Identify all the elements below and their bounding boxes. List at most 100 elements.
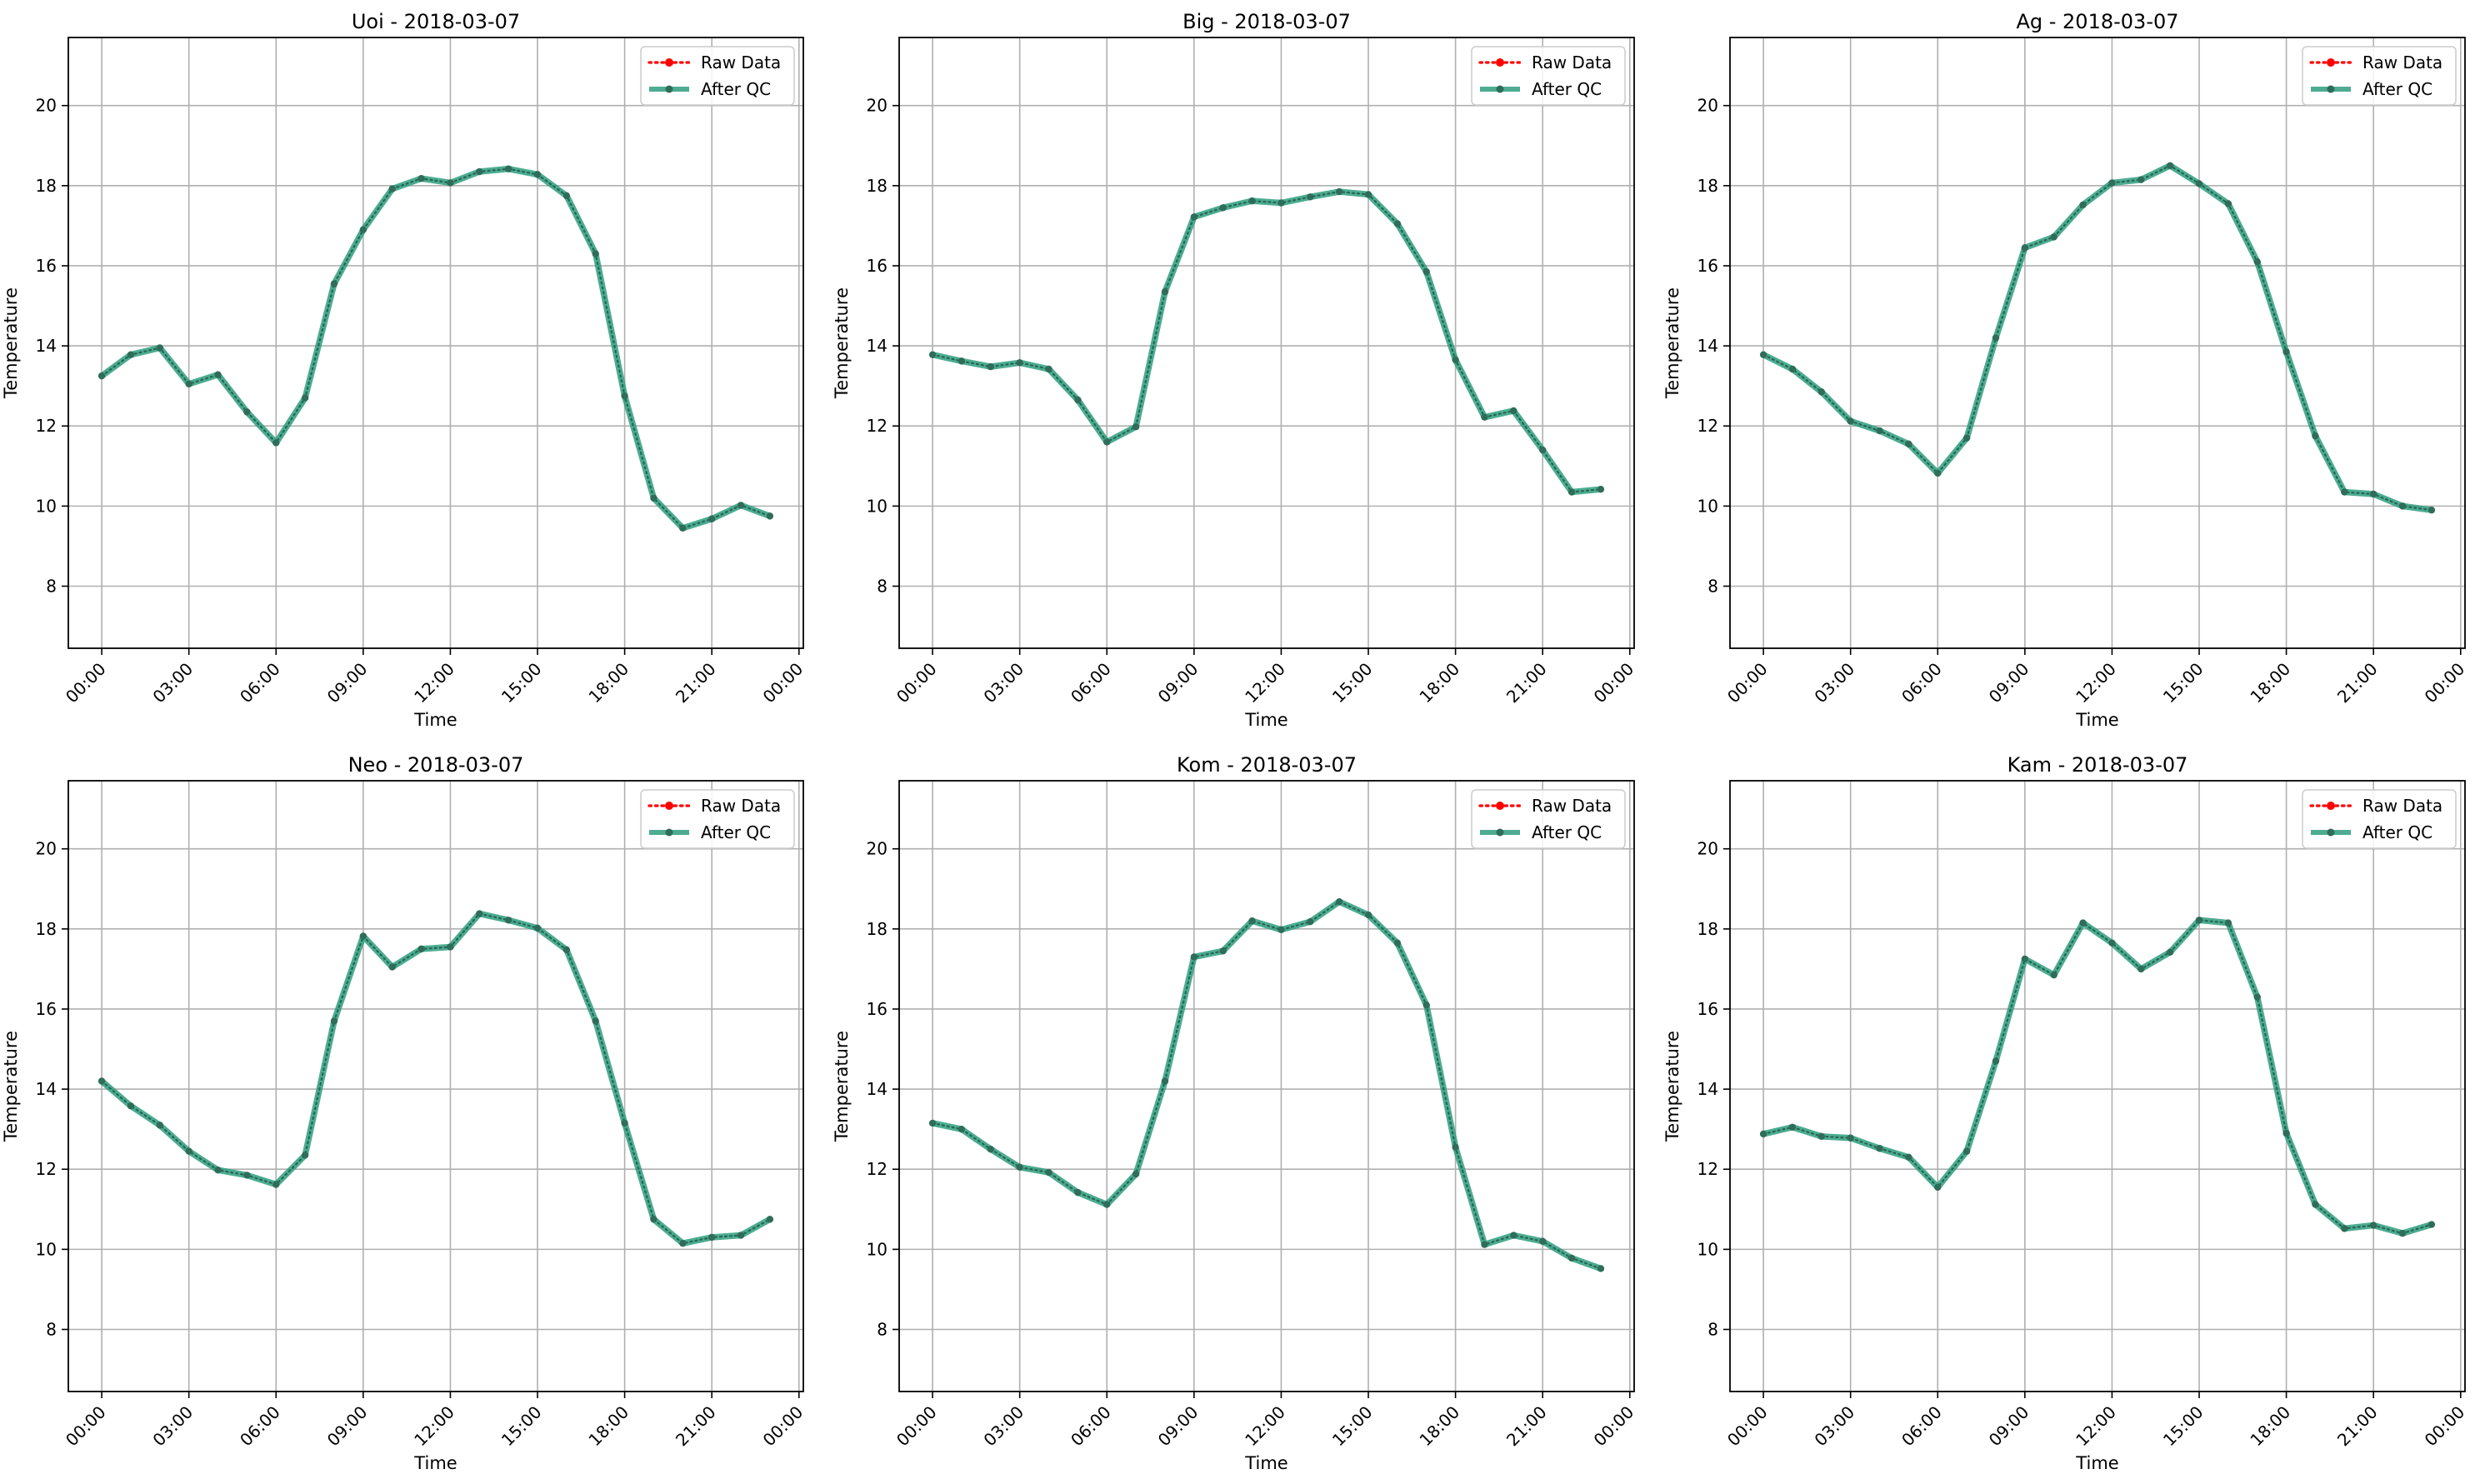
- data-point: [1016, 1163, 1023, 1172]
- data-point: [272, 1181, 280, 1188]
- data-point: [2050, 233, 2058, 241]
- data-point: [562, 192, 571, 200]
- data-point: [1788, 1123, 1797, 1131]
- x-tick-label: 18:00: [584, 1402, 632, 1451]
- data-point: [2253, 257, 2261, 266]
- x-tick-label: 21:00: [1502, 659, 1551, 707]
- subplot-1: Uoi - 2018-03-07 00:00 03:00 06:00 09:00 12:0…: [1, 10, 807, 730]
- data-point: [2428, 1221, 2436, 1228]
- data-point: [958, 1125, 966, 1133]
- x-tick-label: 12:00: [2072, 1402, 2120, 1451]
- data-point: [1568, 1254, 1576, 1262]
- data-point: [650, 494, 658, 502]
- axes-frame: [68, 780, 804, 1392]
- y-tick-label: 14: [867, 336, 888, 356]
- data-point: [737, 1232, 745, 1239]
- data-point: [476, 167, 483, 176]
- legend-marker-after-qc: [1496, 828, 1504, 837]
- subplot-title: Kam - 2018-03-07: [2008, 753, 2188, 777]
- y-axis-label: Temperature: [1, 287, 21, 399]
- data-point: [987, 1146, 995, 1153]
- data-point: [2108, 939, 2116, 947]
- legend-label-raw-data: Raw Data: [701, 52, 781, 72]
- subplot-6: Kam - 2018-03-07 00:00 03:00 06:00 09:00 12:0…: [1662, 753, 2468, 1473]
- data-point: [1219, 947, 1227, 955]
- x-tick-label: 15:00: [1328, 1402, 1377, 1451]
- y-tick-label: 10: [36, 496, 57, 516]
- data-point: [621, 392, 628, 400]
- data-point: [156, 344, 164, 352]
- data-point: [1847, 1134, 1854, 1142]
- x-tick-label: 09:00: [1154, 1402, 1202, 1451]
- x-tick-label: 00:00: [892, 659, 941, 707]
- data-point: [1016, 359, 1023, 367]
- data-point: [1597, 485, 1605, 493]
- x-tick-label: 00:00: [62, 659, 110, 707]
- legend: Raw Data After QC: [2302, 46, 2457, 106]
- y-tick-label: 16: [36, 256, 57, 276]
- y-tick-label: 12: [1698, 416, 1718, 436]
- data-point: [185, 380, 192, 387]
- data-point: [1934, 469, 1942, 477]
- data-point: [2108, 179, 2116, 187]
- x-tick-label: 18:00: [2246, 659, 2294, 707]
- data-point: [447, 179, 454, 187]
- y-tick-label: 16: [1698, 256, 1718, 276]
- legend-label-raw-data: Raw Data: [2362, 52, 2442, 72]
- data-point: [388, 185, 396, 192]
- data-point: [447, 943, 454, 951]
- legend-marker-raw-data: [2327, 802, 2335, 810]
- legend-label-raw-data: Raw Data: [1532, 52, 1612, 72]
- data-point: [1161, 288, 1169, 296]
- data-point: [359, 226, 368, 233]
- data-point: [2195, 180, 2203, 187]
- x-axis-label: Time: [2075, 1453, 2118, 1473]
- data-point: [1190, 213, 1198, 221]
- subplot-5: Kom - 2018-03-07 00:00 03:00 06:00 09:00 12:0…: [832, 753, 1638, 1473]
- x-tick-label: 03:00: [979, 659, 1028, 707]
- series-line-raw-data: [100, 912, 772, 1245]
- x-tick-label: 12:00: [2072, 659, 2120, 707]
- y-tick-label: 12: [1698, 1159, 1718, 1179]
- x-tick-label: 06:00: [236, 659, 284, 707]
- data-point: [2398, 1229, 2407, 1237]
- data-point: [1278, 926, 1285, 934]
- data-point: [1510, 407, 1518, 415]
- subplot-4: Neo - 2018-03-07 00:00 03:00 06:00 09:00 12:0…: [1, 753, 807, 1473]
- series-line-after-qc: [1762, 917, 2432, 1237]
- series-line-after-qc: [99, 165, 772, 532]
- data-point: [1248, 917, 1256, 925]
- y-tick-label: 18: [36, 176, 57, 196]
- data-point: [1452, 356, 1459, 364]
- data-point: [2341, 488, 2348, 496]
- legend-marker-raw-data: [665, 802, 673, 810]
- subplot-3: Ag - 2018-03-07 00:00 03:00 06:00 09:00 12:00…: [1662, 10, 2468, 730]
- data-point: [330, 280, 338, 287]
- x-tick-label: 06:00: [236, 1402, 284, 1451]
- legend: Raw Data After QC: [1471, 46, 1626, 106]
- data-point: [562, 946, 571, 954]
- x-tick-label: 18:00: [1415, 1402, 1463, 1451]
- x-tick-label: 06:00: [1067, 1402, 1115, 1451]
- x-tick-label: 15:00: [498, 1402, 546, 1451]
- y-tick-label: 16: [867, 999, 888, 1019]
- data-point: [127, 351, 135, 358]
- y-tick-label: 8: [877, 576, 888, 596]
- y-axis-label: Temperature: [1, 1031, 21, 1142]
- x-tick-label: 00:00: [759, 659, 808, 707]
- data-point: [1759, 351, 1768, 358]
- data-point: [1992, 334, 2000, 342]
- data-point: [127, 1102, 135, 1110]
- x-tick-label: 09:00: [1985, 1402, 2033, 1451]
- data-point: [2195, 917, 2203, 924]
- y-tick-label: 12: [867, 1159, 888, 1179]
- data-point: [2079, 919, 2087, 927]
- data-point: [1045, 365, 1052, 373]
- data-point: [2369, 1222, 2378, 1229]
- y-tick-label: 14: [36, 336, 57, 356]
- data-point: [1132, 422, 1140, 431]
- subplot-title: Big - 2018-03-07: [1182, 10, 1351, 33]
- data-point: [1847, 417, 1854, 425]
- y-tick-label: 16: [867, 256, 888, 276]
- x-tick-label: 09:00: [1154, 659, 1202, 707]
